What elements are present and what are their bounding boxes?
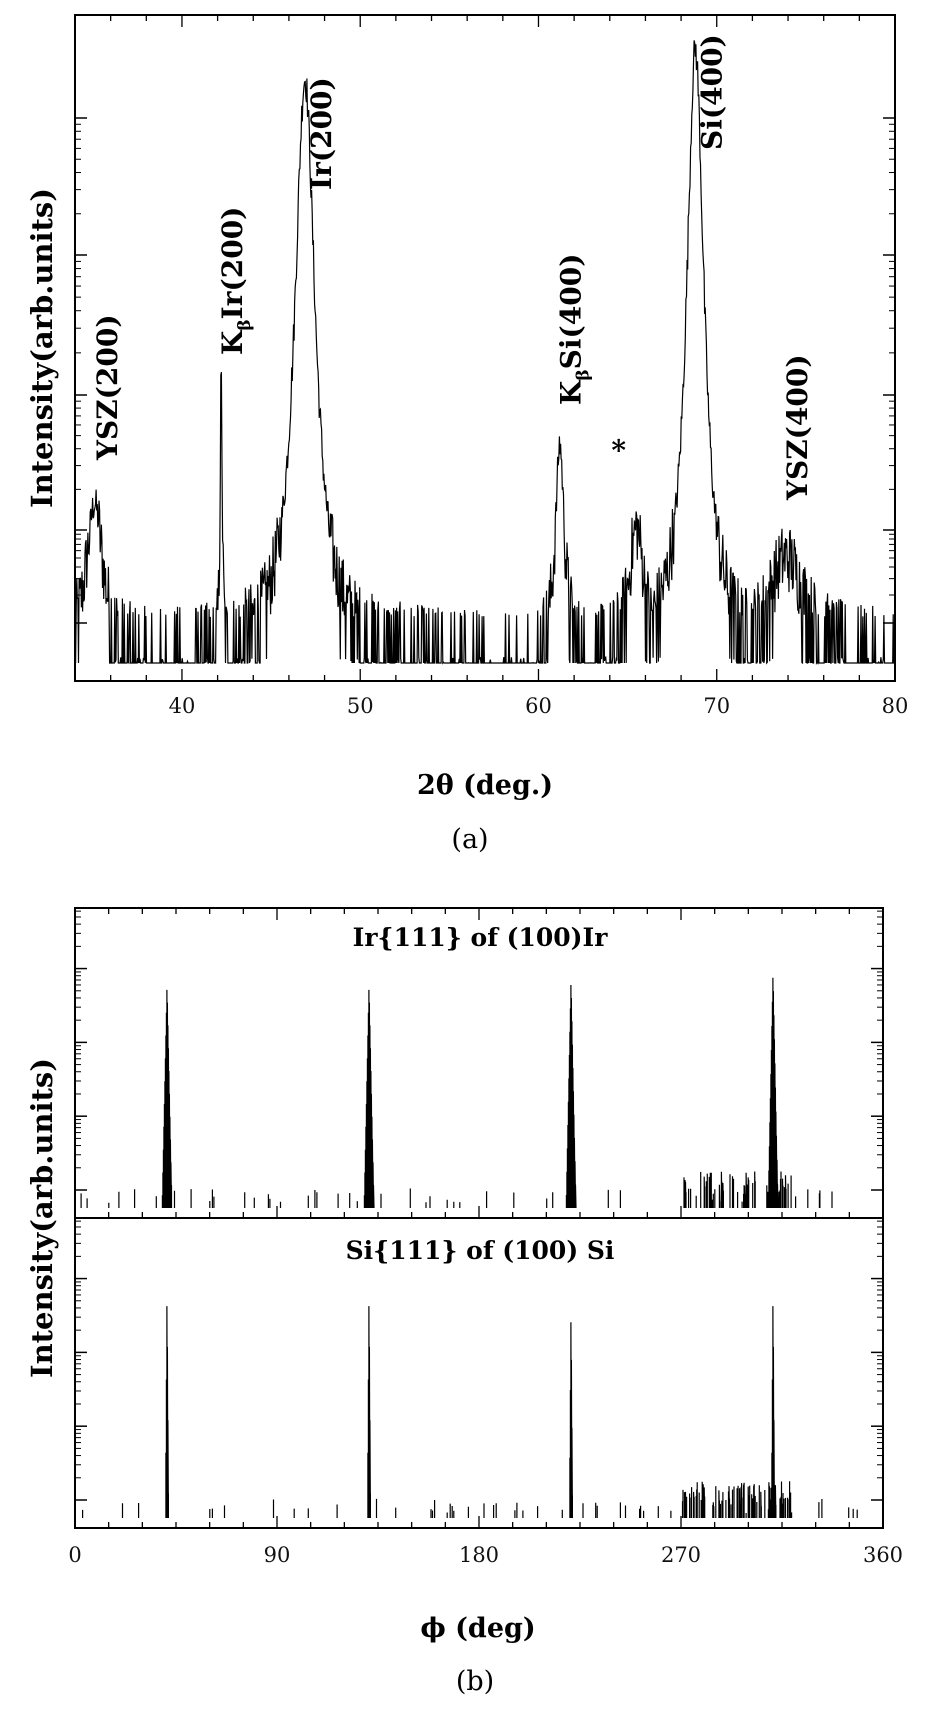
a-xtick-label: 50: [347, 694, 374, 718]
a-annotation: KβSi(400): [555, 254, 594, 405]
panel-b: 0 90 180 270 360 Ir{111} of (100)Ir Si{111} …: [25, 907, 903, 1697]
panel-b-series-ir: [80, 977, 833, 1209]
panel-a: 40 50 60 70 80 YSZ(200) KβIr(200) Ir(200) KβSi(…: [25, 14, 909, 855]
a-annotation: YSZ(400): [781, 354, 814, 501]
panel-a-annotations: YSZ(200) KβIr(200) Ir(200) KβSi(400) * Si(400…: [91, 34, 814, 501]
panel-b-ylabel: Intensity(arb.units): [25, 1058, 59, 1378]
a-xtick-label: 60: [525, 694, 552, 718]
panel-a-series: [74, 40, 895, 665]
panel-b-series-ir-name: Ir{111} of (100)Ir: [353, 923, 609, 952]
panel-b-series-si: [82, 1306, 858, 1519]
panel-a-xlabel: 2θ (deg.): [417, 770, 553, 801]
b-xtick-label: 270: [661, 1543, 701, 1567]
a-annotation: YSZ(200): [91, 314, 124, 461]
panel-b-yticks: [75, 910, 883, 1501]
panel-a-yticks: [75, 117, 895, 624]
panel-a-ylabel: Intensity(arb.units): [25, 188, 59, 508]
a-annotation-star: *: [611, 434, 626, 467]
panel-b-series-si-name: Si{111} of (100) Si: [346, 1236, 615, 1265]
b-xtick-label: 180: [459, 1543, 499, 1567]
b-xtick-label: 90: [264, 1543, 291, 1567]
a-annotation: Si(400): [695, 34, 728, 150]
a-xtick-label: 40: [169, 694, 196, 718]
a-annotation: Ir(200): [305, 77, 338, 190]
panel-a-frame: [74, 14, 896, 682]
b-xtick-label: 0: [68, 1543, 81, 1567]
b-xtick-label: 360: [863, 1543, 903, 1567]
panel-a-xticks: 40 50 60 70 80: [74, 15, 909, 718]
panel-b-xlabel: ϕ (deg): [420, 1613, 535, 1644]
a-xtick-label: 80: [882, 694, 909, 718]
panel-a-caption: (a): [451, 824, 488, 855]
a-xtick-label: 70: [703, 694, 730, 718]
panel-b-xticks: 0 90 180 270 360: [68, 908, 903, 1567]
panel-b-caption: (b): [456, 1666, 494, 1697]
a-annotation: KβIr(200): [216, 207, 255, 355]
